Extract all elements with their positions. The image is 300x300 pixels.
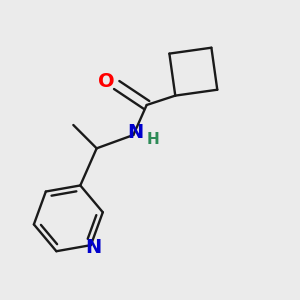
Text: N: N bbox=[85, 238, 102, 257]
Text: H: H bbox=[147, 131, 160, 146]
Text: N: N bbox=[127, 123, 143, 142]
Text: O: O bbox=[98, 72, 115, 91]
